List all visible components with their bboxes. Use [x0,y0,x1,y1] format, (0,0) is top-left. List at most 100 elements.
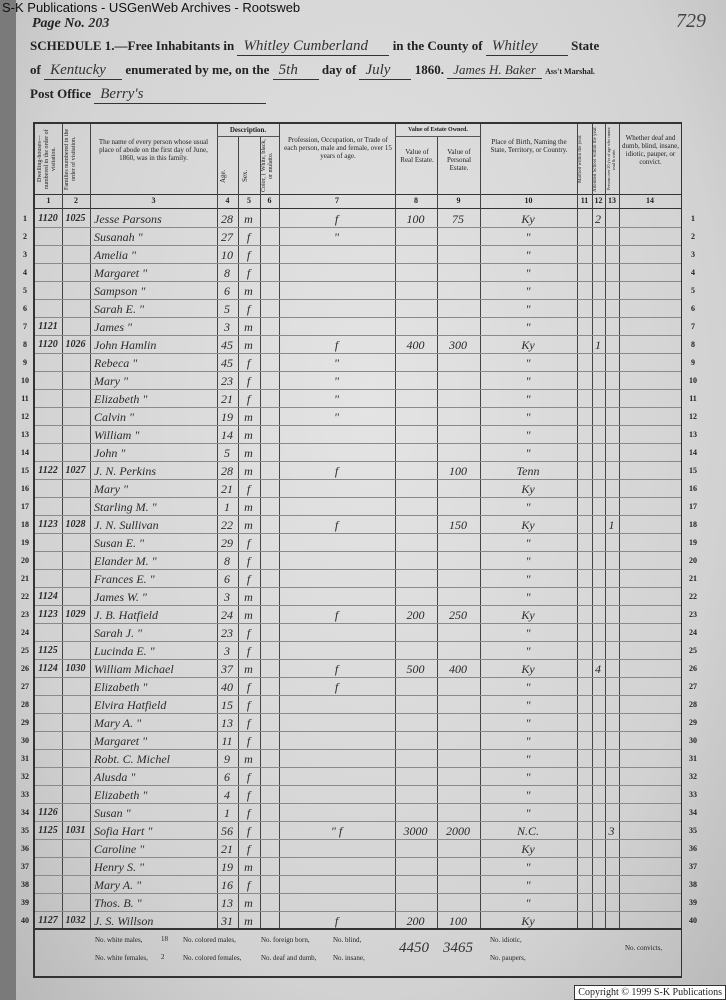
occupation [279,625,394,641]
real-estate-value [395,391,436,407]
foreign-born-label: No. foreign born, [261,936,310,944]
line-number-left: 13 [21,430,29,439]
personal-estate-value [437,427,479,443]
cannot-read-write [605,607,618,623]
birthplace: N.C. [516,824,539,838]
family-number [62,679,89,695]
enumeration-line: of Kentucky enumerated by me, on the 5th… [30,62,595,80]
district: Whitley Cumberland [237,38,390,56]
post-office: Berry's [94,86,267,104]
family-number [62,409,89,425]
row-line [35,263,681,264]
line-number-right: 28 [689,700,697,709]
birthplace: " [525,266,531,280]
occupation: f [334,608,339,622]
column-number: 7 [335,196,339,205]
sex: f [246,644,251,658]
line-number-left: 4 [23,268,27,277]
birthplace: " [525,752,531,766]
header-sex: Sex. [241,169,249,183]
family-number [62,427,89,443]
occupation [279,283,394,299]
dwelling-number [35,877,61,893]
row-line [35,893,681,894]
cannot-read-write [605,355,618,371]
footer-divider [35,928,681,930]
line-number-right: 2 [691,232,695,241]
real-estate-value [395,679,436,695]
personal-estate-value [437,625,479,641]
person-name: Mary A. " [94,878,142,892]
age: 8 [224,266,230,280]
row-line [35,587,681,588]
real-estate-value [395,283,436,299]
personal-estate-value: 75 [452,212,464,226]
line-number-right: 20 [689,556,697,565]
dwelling-number [35,247,61,263]
birthplace: " [525,788,531,802]
cannot-read-write [605,553,618,569]
attended-school: 2 [595,212,601,226]
dwelling-number [35,283,61,299]
dwelling-number [35,355,61,371]
occupation [279,427,394,443]
family-number [62,319,89,335]
sex: m [244,500,253,514]
personal-estate-value [437,679,479,695]
sex: f [246,266,251,280]
real-estate-value [395,877,436,893]
cannot-read-write [605,787,618,803]
line-number-right: 15 [689,466,697,475]
line-number-right: 30 [689,736,697,745]
age: 13 [221,716,233,730]
dwelling-number [35,229,61,245]
cannot-read-write [605,265,618,281]
age: 45 [221,356,233,370]
family-number [62,625,89,641]
occupation [279,841,394,857]
occupation [279,499,394,515]
age: 1 [224,500,230,514]
personal-estate-value [437,409,479,425]
column-divider [217,124,218,928]
real-estate-value: 200 [406,914,425,928]
line-number-left: 26 [21,664,29,673]
sex: f [246,770,251,784]
cannot-read-write [605,697,618,713]
sex: f [246,680,251,694]
page-no-label: Page No. [32,16,85,31]
line-number-left: 38 [21,880,29,889]
occupation: " f [330,824,343,838]
column-divider [577,124,578,928]
person-name: Rebeca " [94,356,138,370]
insane-label: No. insane, [333,954,365,962]
column-number: 14 [646,196,654,205]
age: 21 [221,842,233,856]
age: 22 [221,518,233,532]
line-number-left: 36 [21,844,29,853]
real-estate-value: 500 [406,662,425,676]
family-number [62,733,89,749]
row-line [35,569,681,570]
family-number [62,373,89,389]
attended-school [592,391,604,407]
column-divider [279,124,280,928]
age: 10 [221,248,233,262]
line-number-left: 12 [21,412,29,421]
sex: m [244,914,253,928]
attended-school [592,607,604,623]
age: 21 [221,482,233,496]
family-number [62,787,89,803]
real-estate-value [395,787,436,803]
family-number [62,859,89,875]
age: 28 [221,212,233,226]
personal-estate-value [437,769,479,785]
row-line [35,677,681,678]
dwelling-number [35,895,61,911]
row-line [35,695,681,696]
birthplace: " [525,230,531,244]
personal-estate-value [437,733,479,749]
cannot-read-write [605,337,618,353]
age: 14 [221,428,233,442]
header-estate: Value of Estate Owned. [408,127,468,133]
